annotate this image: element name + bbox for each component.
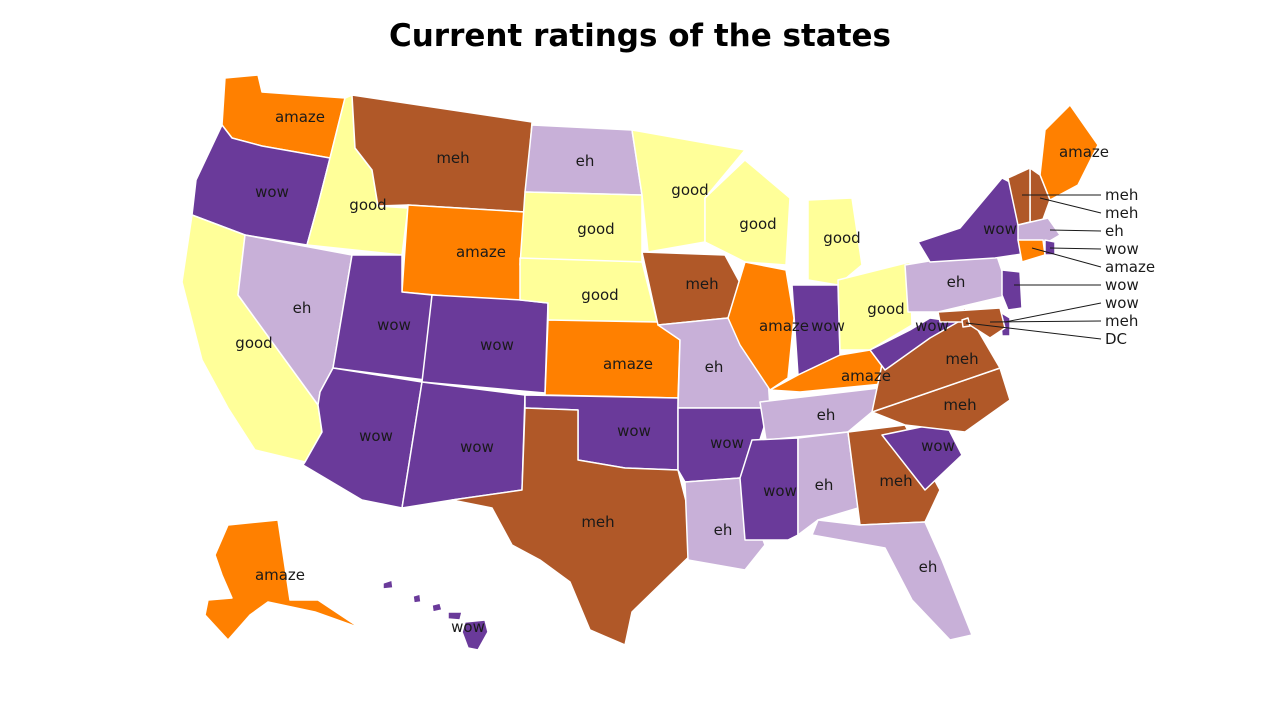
state-al xyxy=(797,431,859,536)
state-label-ia: meh xyxy=(685,275,718,293)
callout-label-dc: DC xyxy=(1105,330,1127,348)
state-label-ar: wow xyxy=(710,434,744,452)
state-md xyxy=(937,307,1006,339)
state-label-ak: amaze xyxy=(255,566,305,584)
state-label-mi: good xyxy=(823,229,860,247)
state-label-sd: good xyxy=(577,220,614,238)
state-labels: amazewowgoodgoodehmehamazewowwowwowwoweh… xyxy=(235,108,1109,636)
state-label-la: eh xyxy=(714,521,733,539)
state-label-wa: amaze xyxy=(275,108,325,126)
state-label-hi: wow xyxy=(451,618,485,636)
callout-label-ma: eh xyxy=(1105,222,1124,240)
state-label-fl: eh xyxy=(919,558,938,576)
state-label-al: eh xyxy=(815,476,834,494)
state-label-tx: meh xyxy=(581,513,614,531)
state-ri xyxy=(1044,239,1056,256)
callout-label-de: wow xyxy=(1105,294,1139,312)
state-label-wy: amaze xyxy=(456,243,506,261)
state-label-mt: meh xyxy=(436,149,469,167)
state-label-in: wow xyxy=(811,317,845,335)
state-label-ks: amaze xyxy=(603,355,653,373)
state-label-oh: good xyxy=(867,300,904,318)
state-label-pa: eh xyxy=(947,273,966,291)
state-fl xyxy=(811,519,973,641)
state-label-ca: good xyxy=(235,334,272,352)
state-label-nm: wow xyxy=(460,438,494,456)
state-il xyxy=(727,261,795,391)
state-label-ga: meh xyxy=(879,472,912,490)
callout-label-nj: wow xyxy=(1105,276,1139,294)
state-label-me: amaze xyxy=(1059,143,1109,161)
state-nj xyxy=(1001,269,1023,311)
callout-leader-dc xyxy=(965,322,1102,340)
state-mi xyxy=(807,197,863,286)
state-label-nc: meh xyxy=(943,396,976,414)
state-label-nd: eh xyxy=(576,152,595,170)
callout-leader-md xyxy=(989,320,1102,323)
state-tx xyxy=(451,407,699,646)
state-label-co: wow xyxy=(480,336,514,354)
state-label-va: meh xyxy=(945,350,978,368)
callout-leader-ri xyxy=(1049,247,1102,250)
state-label-ny: wow xyxy=(983,220,1017,238)
state-dc xyxy=(961,317,971,328)
state-ma xyxy=(1017,217,1061,243)
state-shapes xyxy=(181,74,1099,651)
callout-leader-nh xyxy=(1039,197,1102,214)
state-label-wv: wow xyxy=(915,317,949,335)
state-label-az: wow xyxy=(359,427,393,445)
callout-leader-ct xyxy=(1031,247,1102,268)
state-label-mo: eh xyxy=(705,358,724,376)
callout-label-nh: meh xyxy=(1105,204,1138,222)
state-oh xyxy=(837,261,913,351)
state-label-il: amaze xyxy=(759,317,809,335)
callout-label-ct: amaze xyxy=(1105,258,1155,276)
state-label-or: wow xyxy=(255,183,289,201)
state-label-tn: eh xyxy=(817,406,836,424)
state-label-ms: wow xyxy=(763,482,797,500)
state-ct xyxy=(1017,239,1046,263)
state-label-ut: wow xyxy=(377,316,411,334)
state-label-ky: amaze xyxy=(841,367,891,385)
state-ak xyxy=(204,519,361,641)
callout-label-vt: meh xyxy=(1105,186,1138,204)
map-title: Current ratings of the states xyxy=(388,18,892,54)
state-label-ne: good xyxy=(581,286,618,304)
state-label-nv: eh xyxy=(293,299,312,317)
state-wi xyxy=(704,159,791,266)
state-label-wi: good xyxy=(739,215,776,233)
state-label-id: good xyxy=(349,196,386,214)
callout-leader-de xyxy=(1004,302,1102,323)
state-label-ok: wow xyxy=(617,422,651,440)
state-label-mn: good xyxy=(671,181,708,199)
state-label-sc: wow xyxy=(921,437,955,455)
callout-leader-ma xyxy=(1049,229,1102,232)
state-hi xyxy=(382,579,489,651)
callout-label-ri: wow xyxy=(1105,240,1139,258)
callout-label-md: meh xyxy=(1105,312,1138,330)
